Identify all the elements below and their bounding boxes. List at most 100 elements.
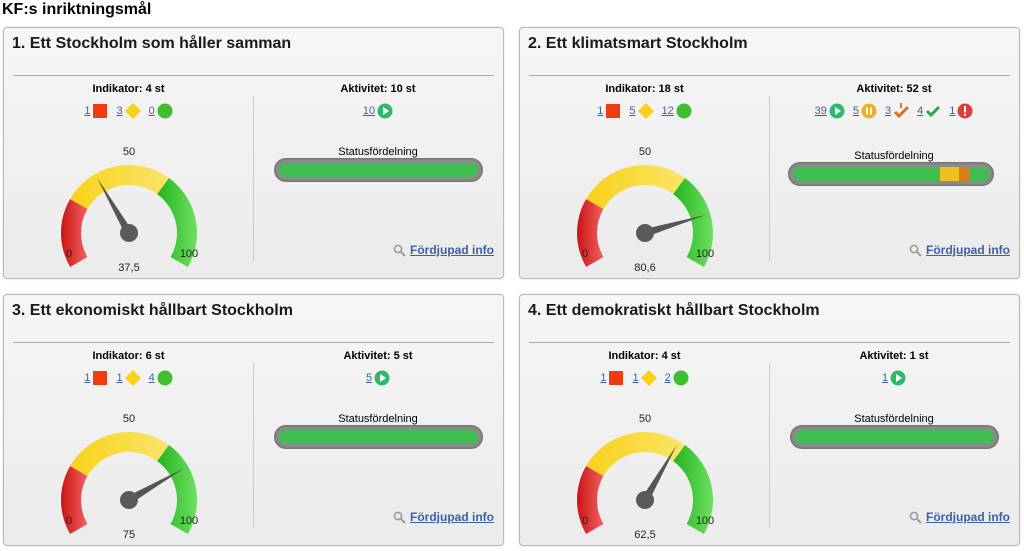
indicators-count-link[interactable]: 1 [84,105,91,117]
green-circle-icon [157,103,173,119]
goal-card-2: 2. Ett klimatsmart Stockholm Indikator: … [519,27,1020,279]
yellow-diamond-icon [640,370,657,386]
indicators-item[interactable]: 1 [84,370,108,386]
gauge-mid-label: 50 [639,413,651,425]
activities-count-link[interactable]: 1 [949,105,956,117]
activities-item[interactable]: 1 [949,103,973,119]
activities-item[interactable]: 5 [366,370,390,386]
gauge-pivot [636,224,654,242]
activities-count-link[interactable]: 10 [362,105,376,117]
activities-count-link[interactable]: 4 [917,105,924,117]
activities-count-link[interactable]: 5 [852,105,859,117]
activities-item[interactable]: 5 [853,103,877,119]
gauge-min-label: 0 [582,248,588,260]
divider [253,96,254,261]
magnifier-icon [393,511,406,524]
indicators-count-link[interactable]: 12 [661,105,674,117]
indicators-count-link[interactable]: 1 [600,372,607,384]
play-icon [890,370,906,386]
activities-count-link[interactable]: 3 [885,105,892,117]
more-info-link[interactable]: Fördjupad info [410,243,494,257]
status-segment [940,167,959,181]
indicator-heading: Indikator: 6 st [92,350,165,362]
yellow-diamond-icon [637,103,654,119]
red-square-icon [606,104,621,118]
more-info-link[interactable]: Fördjupad info [410,510,494,524]
gauge-max-label: 100 [180,248,198,260]
activities-item[interactable]: 10 [363,103,393,119]
gauge-needle [97,177,133,235]
gauge-yellow-band [70,165,169,209]
gauge-pivot [636,491,654,509]
indicators-item[interactable]: 1 [597,103,621,119]
indicators-count-link[interactable]: 0 [148,105,155,117]
activities-item[interactable]: 39 [815,103,845,119]
indicator-heading: Indikator: 18 st [605,83,684,95]
pause-icon [861,103,877,119]
indicators-count-link[interactable]: 1 [116,372,123,384]
gauge-min-label: 0 [66,515,72,527]
card-title: 2. Ett klimatsmart Stockholm [528,35,748,52]
indicators-count-link[interactable]: 1 [84,372,91,384]
gauge-green-band [673,444,713,534]
gauge-yellow-band [586,165,685,209]
indicator-row: 1 5 12 [520,103,769,119]
gauge: 0 50 100 75 [61,413,198,541]
status-segment [279,430,478,444]
activities-item[interactable]: 3 [885,103,910,119]
activity-row: 39 5 3 4 1 [769,103,1019,119]
more-info-link[interactable]: Fördjupad info [926,510,1010,524]
more-info[interactable]: Fördjupad info [909,243,1010,257]
more-info-link[interactable]: Fördjupad info [926,243,1010,257]
indicators-count-link[interactable]: 1 [632,372,639,384]
gauge: 0 50 100 80,6 [577,146,714,274]
activities-count-link[interactable]: 39 [814,105,827,117]
indicators-item[interactable]: 5 [629,103,654,119]
indicators-count-link[interactable]: 4 [148,372,155,384]
indicators-item[interactable]: 4 [149,370,173,386]
magnifier-icon [909,244,922,257]
more-info[interactable]: Fördjupad info [393,243,494,257]
indicators-item[interactable]: 1 [600,370,624,386]
indicators-item[interactable]: 12 [662,103,692,119]
red-square-icon [93,371,108,385]
gauge-needle [641,444,677,502]
more-info[interactable]: Fördjupad info [909,510,1010,524]
gauge-value-label: 80,6 [634,262,655,274]
indicators-count-link[interactable]: 5 [629,105,636,117]
goal-card-1: 1. Ett Stockholm som håller samman Indik… [3,27,504,279]
status-bar [274,158,483,182]
gauge-max-label: 100 [180,515,198,527]
status-label: Statusfördelning [854,413,934,425]
status-segment [958,167,971,181]
indicators-item[interactable]: 3 [116,103,141,119]
indicators-item[interactable]: 1 [116,370,141,386]
activities-item[interactable]: 1 [882,370,906,386]
goal-card-3: 3. Ett ekonomiskt hållbart Stockholm Ind… [3,294,504,546]
indicators-count-link[interactable]: 3 [116,105,123,117]
indicators-item[interactable]: 1 [84,103,108,119]
gauge-value-label: 75 [123,529,135,541]
gauge: 0 50 100 62,5 [577,413,714,541]
status-bar [274,425,483,449]
divider [13,342,494,343]
more-info[interactable]: Fördjupad info [393,510,494,524]
activities-count-link[interactable]: 5 [365,372,373,384]
indicators-item[interactable]: 1 [632,370,657,386]
activities-item[interactable]: 4 [917,103,941,119]
status-label: Statusfördelning [338,146,418,158]
divider [13,75,494,76]
indicators-count-link[interactable]: 1 [597,105,604,117]
indicators-count-link[interactable]: 2 [664,372,671,384]
gauge-red-band [61,466,88,534]
indicator-row: 1 3 0 [4,103,253,119]
gauge-max-label: 100 [696,515,714,527]
activities-count-link[interactable]: 1 [881,372,889,384]
indicators-item[interactable]: 2 [665,370,689,386]
divider [529,342,1010,343]
gauge-mid-label: 50 [123,146,135,158]
page-title: KF:s inriktningsmål [2,1,152,18]
indicators-item[interactable]: 0 [149,103,173,119]
status-bar [788,162,994,186]
card-title: 3. Ett ekonomiskt hållbart Stockholm [12,302,293,319]
